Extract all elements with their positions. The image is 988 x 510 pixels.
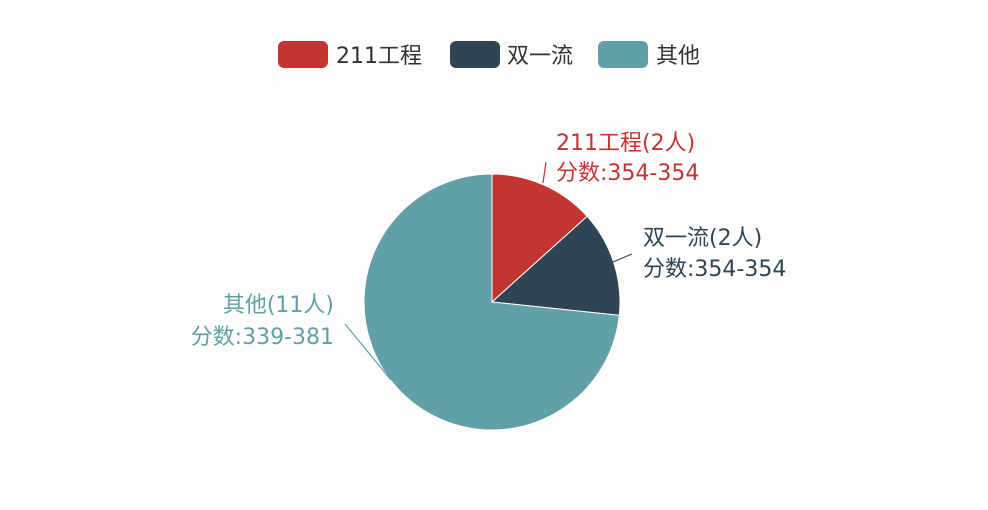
legend-swatch-2[interactable] [598, 41, 648, 68]
pie-slice-2[interactable] [363, 173, 620, 431]
leader-line-2 [344, 323, 392, 381]
slice-label-2-line2: 分数:339-381 [191, 325, 334, 350]
legend-swatch-1[interactable] [450, 41, 500, 68]
slice-labels: 211工程(2人) 分数:354-354 双一流(2人) 分数:354-354 其他(1… [191, 131, 787, 350]
legend-swatch-0[interactable] [278, 41, 328, 68]
leader-line-0 [542, 161, 547, 184]
slice-label-1-line1: 双一流(2人) [643, 226, 762, 251]
legend-label-1[interactable]: 双一流 [507, 44, 573, 69]
slice-label-0-line2: 分数:354-354 [556, 161, 699, 186]
pie-slice-0[interactable] [491, 173, 588, 304]
label-leader-lines [344, 161, 633, 381]
slice-label-0-line1: 211工程(2人) [556, 131, 695, 156]
leader-line-1 [612, 253, 633, 263]
pie-slice-1[interactable] [490, 215, 621, 316]
legend-label-0[interactable]: 211工程 [336, 44, 422, 69]
legend: 211工程 双一流 其他 [278, 41, 700, 69]
legend-label-2[interactable]: 其他 [656, 44, 700, 69]
slice-label-1-line2: 分数:354-354 [643, 257, 786, 282]
slice-label-2-line1: 其他(11人) [223, 293, 334, 318]
pie-slices [363, 173, 621, 431]
